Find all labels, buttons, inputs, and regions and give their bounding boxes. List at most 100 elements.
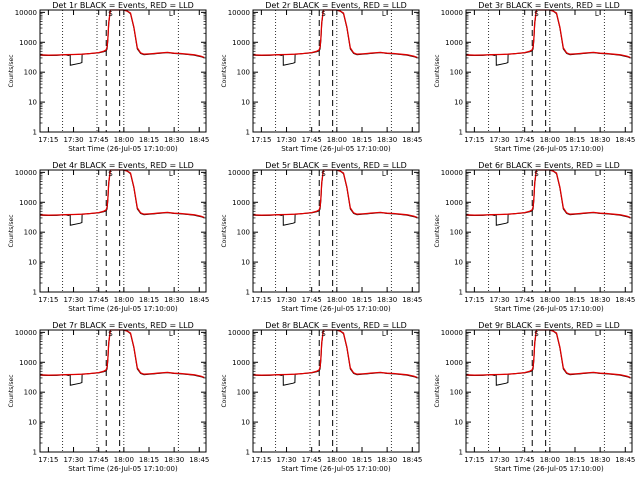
y-tick-label: 1000 xyxy=(19,199,37,207)
x-tick-label: 18:00 xyxy=(327,136,347,144)
series-line-lld xyxy=(39,9,205,59)
marker-label-right: L xyxy=(169,10,173,18)
y-tick-label: 1000 xyxy=(19,39,37,47)
x-tick-label: 17:15 xyxy=(38,136,58,144)
marker-label: S xyxy=(321,10,326,18)
x-tick-label: 18:30 xyxy=(377,456,397,464)
detector-panel: Det 8r BLACK = Events, RED = LLD S L 1 10 100… xyxy=(213,320,426,480)
y-tick-label: 10 xyxy=(241,419,250,427)
plot-frame xyxy=(465,329,633,453)
x-tick-label: 17:30 xyxy=(63,296,83,304)
series-line-events xyxy=(252,9,418,66)
y-tick-label: 1000 xyxy=(445,359,463,367)
marker-label: S xyxy=(321,330,326,338)
x-tick-label: 17:30 xyxy=(489,456,509,464)
y-tick-label: 10000 xyxy=(15,169,37,177)
x-axis-label: Start Time (26-Jul-05 17:10:00) xyxy=(281,305,391,313)
x-tick-label: 18:45 xyxy=(615,136,635,144)
series-line-lld xyxy=(39,329,205,379)
y-axis-label: Counts/sec xyxy=(8,54,15,87)
x-tick-label: 17:45 xyxy=(515,456,535,464)
series-line-events xyxy=(465,169,631,226)
series-line-lld xyxy=(39,169,205,219)
y-tick-label: 1 xyxy=(246,449,250,457)
x-tick-label: 17:30 xyxy=(489,136,509,144)
y-tick-label: 10 xyxy=(28,419,37,427)
panel-title: Det 1r BLACK = Events, RED = LLD xyxy=(52,1,194,10)
series-line-lld xyxy=(252,329,418,379)
y-tick-label: 100 xyxy=(450,69,463,77)
x-tick-label: 18:45 xyxy=(615,296,635,304)
x-tick-label: 18:30 xyxy=(377,136,397,144)
x-tick-label: 18:30 xyxy=(164,296,184,304)
panel-title: Det 5r BLACK = Events, RED = LLD xyxy=(265,161,407,170)
series-line-lld xyxy=(252,9,418,59)
marker-label-right: L xyxy=(595,10,599,18)
x-tick-label: 17:45 xyxy=(89,296,109,304)
x-tick-label: 18:30 xyxy=(590,456,610,464)
y-tick-label: 100 xyxy=(237,229,250,237)
x-tick-label: 17:45 xyxy=(515,296,535,304)
x-tick-label: 17:15 xyxy=(464,296,484,304)
x-tick-label: 18:00 xyxy=(114,296,134,304)
x-tick-label: 17:30 xyxy=(63,456,83,464)
x-tick-label: 18:45 xyxy=(615,456,635,464)
y-tick-label: 100 xyxy=(24,229,37,237)
x-axis-label: Start Time (26-Jul-05 17:10:00) xyxy=(281,465,391,473)
x-axis-label: Start Time (26-Jul-05 17:10:00) xyxy=(281,145,391,153)
y-tick-label: 10 xyxy=(241,259,250,267)
x-tick-label: 18:00 xyxy=(540,136,560,144)
series-line-events xyxy=(39,329,205,386)
plot-frame xyxy=(465,169,633,293)
detector-panel: Det 6r BLACK = Events, RED = LLD S L 1 10 100… xyxy=(426,160,639,320)
marker-label: S xyxy=(108,170,113,178)
plot-frame xyxy=(39,9,207,133)
y-tick-label: 100 xyxy=(24,69,37,77)
y-tick-label: 10000 xyxy=(15,9,37,17)
x-tick-label: 18:45 xyxy=(402,136,422,144)
x-tick-label: 18:30 xyxy=(590,136,610,144)
series-line-events xyxy=(465,9,631,66)
y-axis-label: Counts/sec xyxy=(434,54,441,87)
series-line-events xyxy=(39,169,205,226)
x-tick-label: 17:45 xyxy=(89,456,109,464)
x-tick-label: 17:15 xyxy=(38,456,58,464)
marker-label: S xyxy=(534,330,539,338)
y-tick-label: 1 xyxy=(33,129,37,137)
x-tick-label: 18:45 xyxy=(189,296,209,304)
x-tick-label: 17:30 xyxy=(276,456,296,464)
y-axis-label: Counts/sec xyxy=(221,374,228,407)
y-tick-label: 100 xyxy=(237,69,250,77)
x-tick-label: 18:15 xyxy=(352,136,372,144)
y-tick-label: 1 xyxy=(33,289,37,297)
x-axis-label: Start Time (26-Jul-05 17:10:00) xyxy=(494,145,604,153)
y-tick-label: 1 xyxy=(459,129,463,137)
plot-frame xyxy=(252,9,420,133)
series-line-events xyxy=(465,329,631,386)
x-tick-label: 18:15 xyxy=(565,456,585,464)
marker-label-right: L xyxy=(595,170,599,178)
x-tick-label: 18:15 xyxy=(139,456,159,464)
x-tick-label: 17:15 xyxy=(464,456,484,464)
y-tick-label: 10000 xyxy=(228,169,250,177)
y-tick-label: 100 xyxy=(450,229,463,237)
y-tick-label: 10000 xyxy=(228,329,250,337)
marker-label-right: L xyxy=(169,170,173,178)
y-tick-label: 10 xyxy=(241,99,250,107)
y-tick-label: 1000 xyxy=(232,199,250,207)
y-axis-label: Counts/sec xyxy=(8,214,15,247)
y-tick-label: 100 xyxy=(237,389,250,397)
detector-panel: Det 9r BLACK = Events, RED = LLD S L 1 10 100… xyxy=(426,320,639,480)
detector-panel: Det 5r BLACK = Events, RED = LLD S L 1 10 100… xyxy=(213,160,426,320)
x-tick-label: 18:15 xyxy=(565,136,585,144)
x-tick-label: 18:15 xyxy=(139,296,159,304)
y-axis-label: Counts/sec xyxy=(434,374,441,407)
y-tick-label: 1000 xyxy=(232,39,250,47)
detector-panel: Det 7r BLACK = Events, RED = LLD S L 1 10 100… xyxy=(0,320,213,480)
x-tick-label: 18:45 xyxy=(402,456,422,464)
